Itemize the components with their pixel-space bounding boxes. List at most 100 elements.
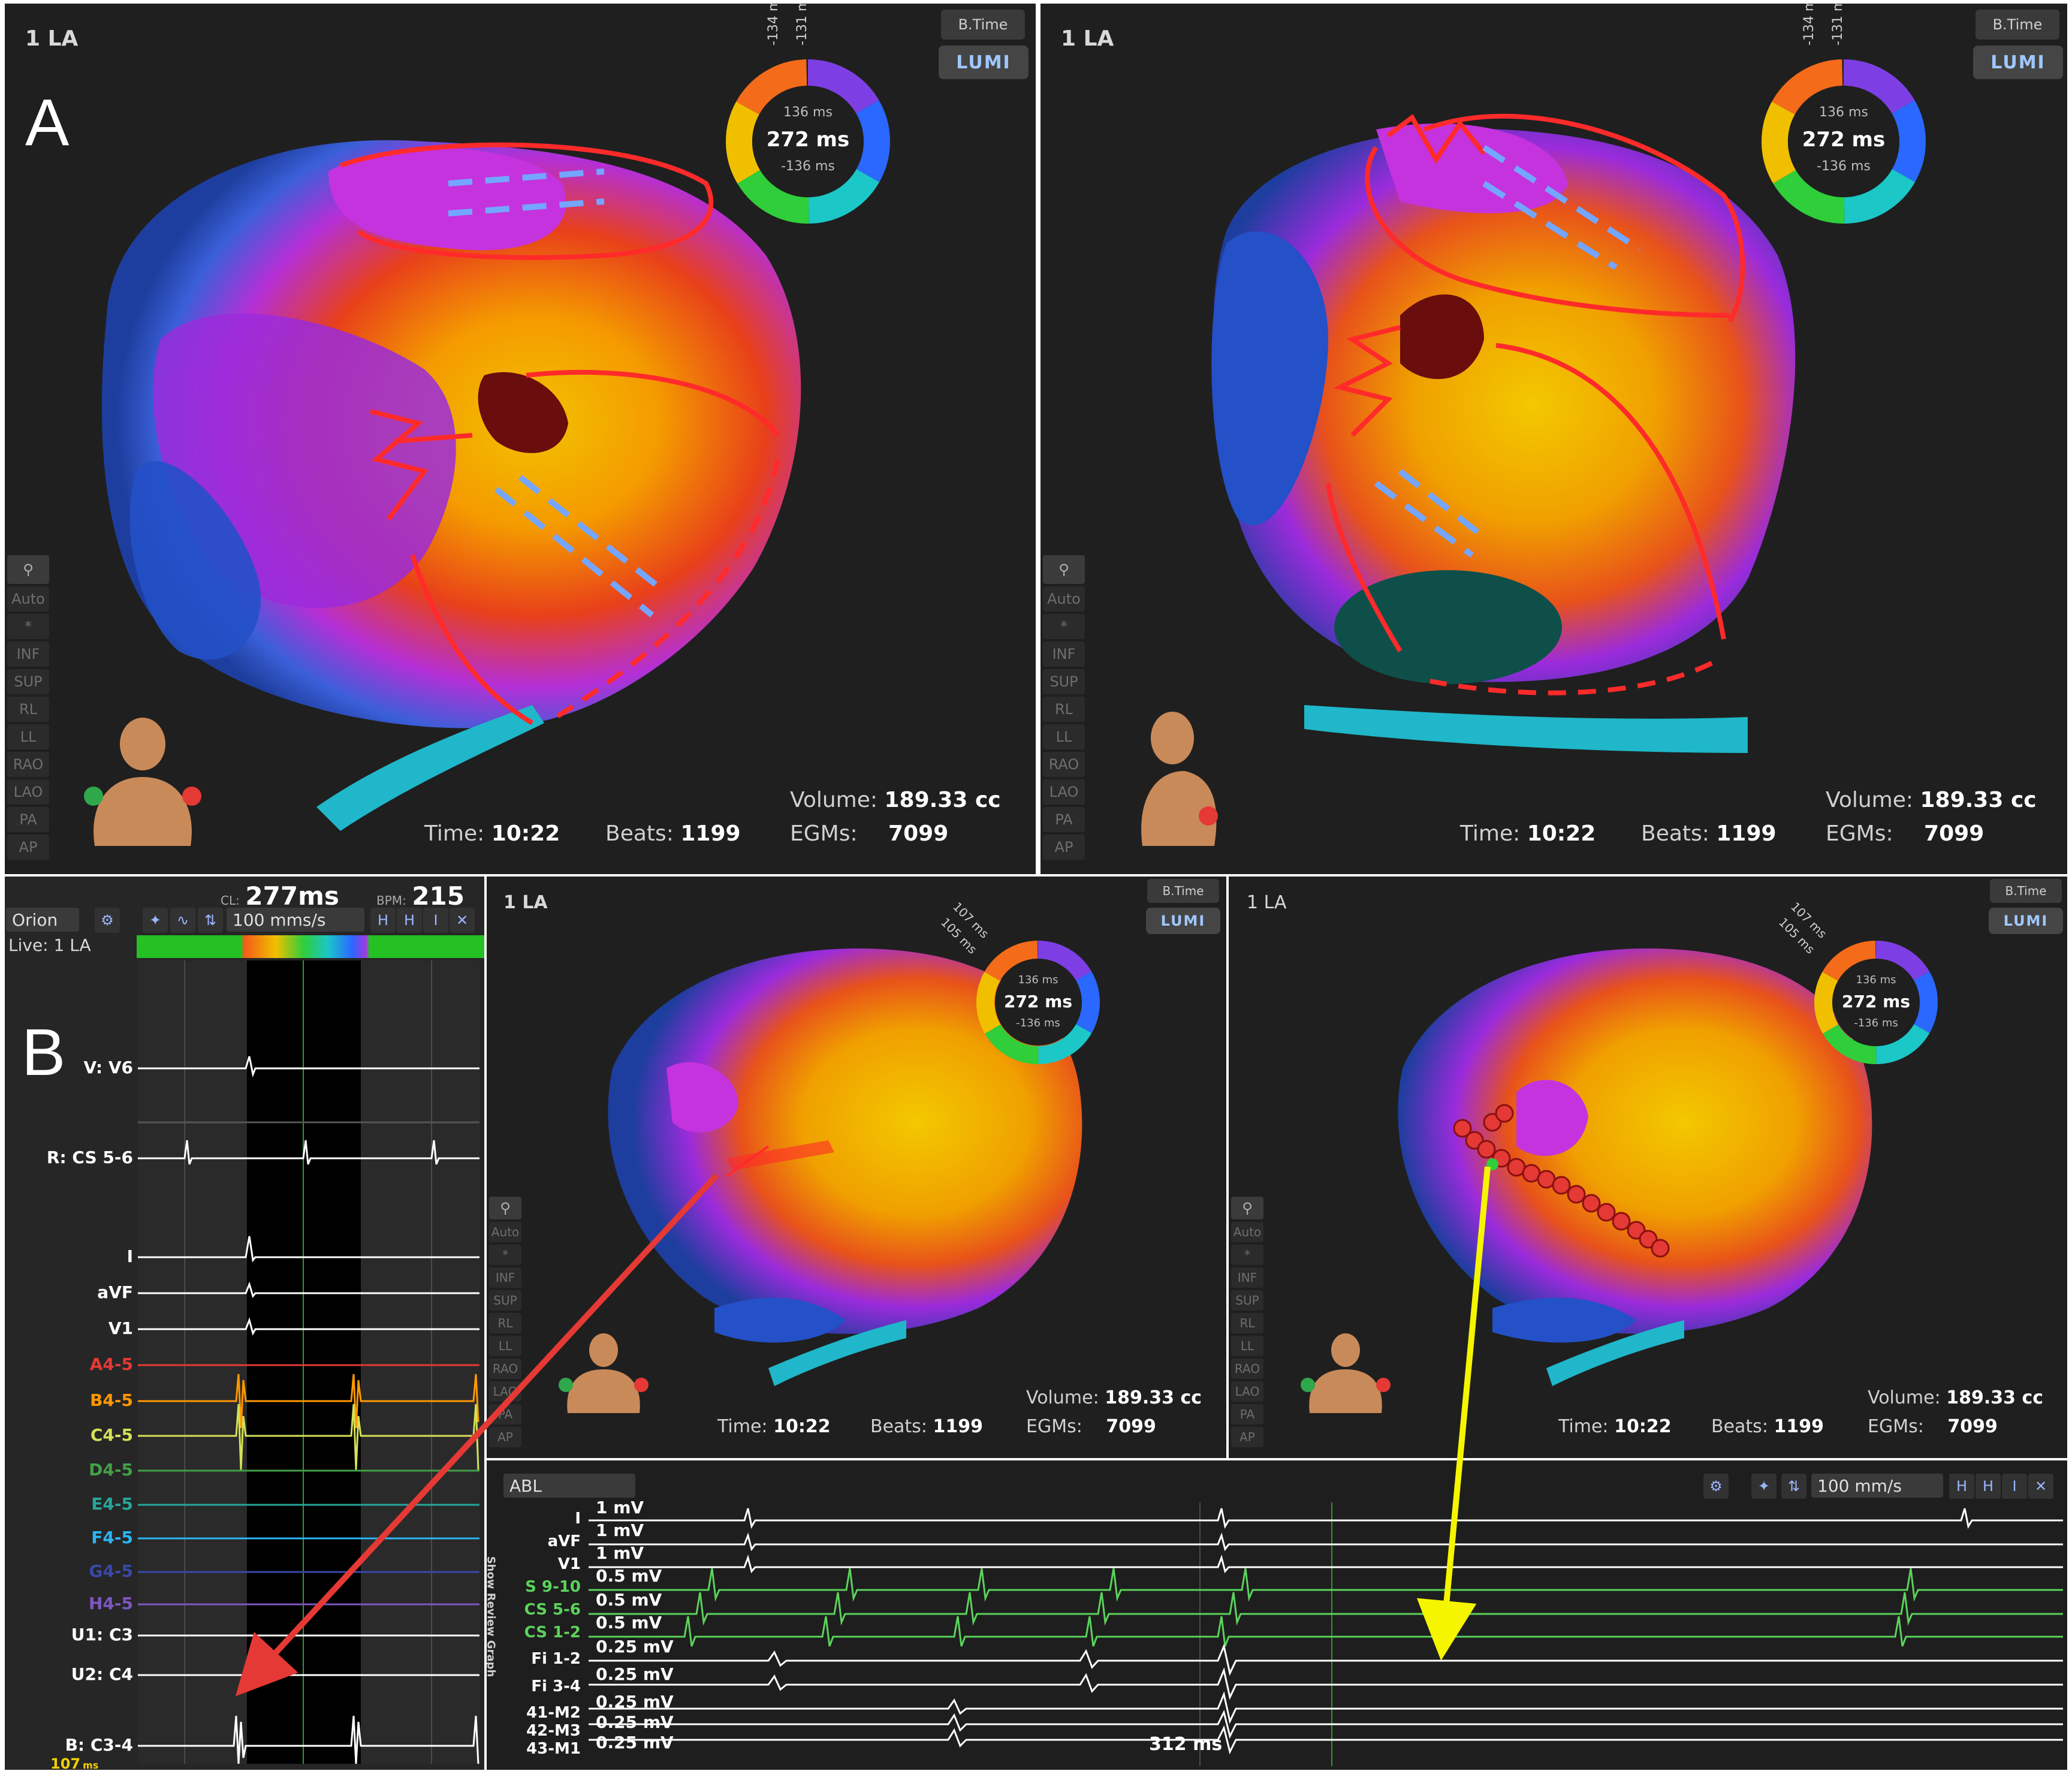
view-ll-button[interactable]: LL bbox=[1043, 724, 1085, 749]
show-review-graph-tab[interactable]: Show Review Graph bbox=[487, 1556, 497, 1677]
view-auto-button[interactable]: Auto bbox=[1231, 1222, 1263, 1242]
view-auto-button[interactable]: Auto bbox=[7, 586, 49, 612]
lumi-button[interactable]: LUMI bbox=[1146, 908, 1220, 934]
channel-label-g45[interactable]: G4-5 bbox=[89, 1561, 133, 1581]
channel-label-e45[interactable]: E4-5 bbox=[91, 1494, 133, 1514]
scale-icon[interactable]: ⇅ bbox=[1781, 1474, 1806, 1499]
abl-channel-label-avf[interactable]: aVF bbox=[547, 1532, 581, 1550]
sweep-speed-dropdown[interactable]: 100 mm/s bbox=[1811, 1474, 1943, 1498]
abl-channel-label-m3m1[interactable]: 43-M1 bbox=[526, 1740, 581, 1758]
source-dropdown[interactable]: Orion bbox=[6, 908, 79, 932]
view-ap-button[interactable]: AP bbox=[1043, 835, 1085, 860]
channel-label-v1[interactable]: V1 bbox=[108, 1318, 133, 1338]
pin-icon[interactable]: ⚲ bbox=[1043, 555, 1085, 584]
view-rao-button[interactable]: RAO bbox=[1043, 752, 1085, 777]
view-auto-button[interactable]: Auto bbox=[1043, 586, 1085, 612]
view-auto-button[interactable]: Auto bbox=[489, 1222, 521, 1242]
lumi-button[interactable]: LUMI bbox=[939, 46, 1029, 79]
view-inf-button[interactable]: INF bbox=[1043, 641, 1085, 667]
view-lao-button[interactable]: LAO bbox=[1231, 1381, 1263, 1402]
view-rao-button[interactable]: RAO bbox=[1231, 1359, 1263, 1379]
channel-label-h45[interactable]: H4-5 bbox=[88, 1594, 133, 1613]
abl-channel-label-cs12[interactable]: CS 1-2 bbox=[524, 1624, 581, 1642]
abl-channel-label-fi12[interactable]: Fi 1-2 bbox=[531, 1650, 581, 1668]
abl-source-dropdown[interactable]: ABL bbox=[503, 1474, 635, 1498]
view-ll-button[interactable]: LL bbox=[7, 724, 49, 749]
left-atrium-map-b2[interactable] bbox=[1229, 877, 2067, 1458]
channel-label-f45[interactable]: F4-5 bbox=[91, 1528, 133, 1547]
waveform-icon[interactable]: ∿ bbox=[170, 908, 195, 933]
view-ll-button[interactable]: LL bbox=[489, 1336, 521, 1356]
marker-icon[interactable]: I bbox=[2002, 1474, 2027, 1499]
left-atrium-map-b1[interactable] bbox=[487, 877, 1226, 1458]
view-sup-button[interactable]: SUP bbox=[7, 669, 49, 694]
channel-label-d45[interactable]: D4-5 bbox=[89, 1460, 133, 1480]
pin-icon[interactable]: ⚲ bbox=[7, 555, 49, 584]
sweep-speed-dropdown[interactable]: 100 mms/s bbox=[227, 908, 364, 932]
channel-label-c45[interactable]: C4-5 bbox=[90, 1425, 133, 1445]
left-atrium-map-a2[interactable] bbox=[1040, 4, 2067, 874]
btime-dropdown[interactable]: B.Time bbox=[1976, 10, 2059, 40]
channel-label-a45[interactable]: A4-5 bbox=[89, 1354, 133, 1374]
view-inf-button[interactable]: INF bbox=[7, 641, 49, 667]
abl-channel-label-m2m3[interactable]: 42-M3 bbox=[526, 1722, 581, 1740]
view-star-button[interactable]: * bbox=[1043, 614, 1085, 639]
cursor-icon[interactable]: ✦ bbox=[1751, 1474, 1777, 1499]
view-pa-button[interactable]: PA bbox=[1043, 807, 1085, 832]
channel-label-u2[interactable]: U2: C4 bbox=[71, 1664, 133, 1684]
caliper-alt-icon[interactable]: H bbox=[1976, 1474, 2001, 1499]
lumi-button[interactable]: LUMI bbox=[1973, 46, 2063, 79]
channel-label-v6[interactable]: V: V6 bbox=[83, 1058, 133, 1077]
view-lao-button[interactable]: LAO bbox=[7, 779, 49, 805]
egm-tracing-area[interactable] bbox=[138, 960, 479, 1764]
btime-dropdown[interactable]: B.Time bbox=[1990, 879, 2062, 903]
view-rl-button[interactable]: RL bbox=[1231, 1313, 1263, 1333]
cursor-icon[interactable]: ✦ bbox=[143, 908, 168, 933]
pin-icon[interactable]: ⚲ bbox=[489, 1197, 521, 1219]
channel-label-cs56[interactable]: R: CS 5-6 bbox=[46, 1147, 133, 1167]
abl-tracing-area[interactable] bbox=[589, 1502, 2063, 1766]
view-lao-button[interactable]: LAO bbox=[489, 1381, 521, 1402]
btime-dropdown[interactable]: B.Time bbox=[941, 10, 1025, 40]
view-sup-button[interactable]: SUP bbox=[1043, 669, 1085, 694]
lumi-button[interactable]: LUMI bbox=[1989, 908, 2063, 934]
view-star-button[interactable]: * bbox=[489, 1245, 521, 1265]
caliper-icon[interactable]: H bbox=[370, 908, 396, 933]
view-pa-button[interactable]: PA bbox=[7, 807, 49, 832]
view-sup-button[interactable]: SUP bbox=[1231, 1290, 1263, 1311]
view-star-button[interactable]: * bbox=[1231, 1245, 1263, 1265]
view-ap-button[interactable]: AP bbox=[7, 835, 49, 860]
abl-channel-label-v1[interactable]: V1 bbox=[557, 1555, 581, 1573]
view-ap-button[interactable]: AP bbox=[1231, 1427, 1263, 1447]
channel-label-c34[interactable]: B: C3-4 bbox=[65, 1735, 133, 1755]
channel-label-avf[interactable]: aVF bbox=[97, 1282, 133, 1302]
view-pa-button[interactable]: PA bbox=[1231, 1404, 1263, 1424]
view-star-button[interactable]: * bbox=[7, 614, 49, 639]
view-inf-button[interactable]: INF bbox=[489, 1267, 521, 1288]
channel-label-u1[interactable]: U1: C3 bbox=[71, 1625, 133, 1645]
abl-channel-label-m1m2[interactable]: 41-M2 bbox=[526, 1704, 581, 1722]
caliper-icon[interactable]: H bbox=[1949, 1474, 1974, 1499]
view-rl-button[interactable]: RL bbox=[489, 1313, 521, 1333]
clear-marker-icon[interactable]: ✕ bbox=[2028, 1474, 2053, 1499]
channel-label-i[interactable]: I bbox=[126, 1246, 133, 1266]
view-sup-button[interactable]: SUP bbox=[489, 1290, 521, 1311]
pin-icon[interactable]: ⚲ bbox=[1231, 1197, 1263, 1219]
view-pa-button[interactable]: PA bbox=[489, 1404, 521, 1424]
clear-marker-icon[interactable]: ✕ bbox=[450, 908, 475, 933]
view-rl-button[interactable]: RL bbox=[7, 697, 49, 722]
channel-label-b45[interactable]: B4-5 bbox=[90, 1390, 133, 1410]
view-lao-button[interactable]: LAO bbox=[1043, 779, 1085, 805]
abl-channel-label-fi34[interactable]: Fi 3-4 bbox=[531, 1677, 581, 1695]
left-atrium-map-a1[interactable] bbox=[5, 4, 1036, 874]
view-rao-button[interactable]: RAO bbox=[7, 752, 49, 777]
view-rao-button[interactable]: RAO bbox=[489, 1359, 521, 1379]
view-rl-button[interactable]: RL bbox=[1043, 697, 1085, 722]
view-inf-button[interactable]: INF bbox=[1231, 1267, 1263, 1288]
view-ap-button[interactable]: AP bbox=[489, 1427, 521, 1447]
scale-icon[interactable]: ⇅ bbox=[198, 908, 223, 933]
view-ll-button[interactable]: LL bbox=[1231, 1336, 1263, 1356]
settings-icon[interactable]: ⚙ bbox=[1703, 1474, 1729, 1499]
abl-channel-label-cs910[interactable]: S 9-10 bbox=[525, 1578, 581, 1596]
abl-channel-label-i[interactable]: I bbox=[575, 1510, 581, 1528]
